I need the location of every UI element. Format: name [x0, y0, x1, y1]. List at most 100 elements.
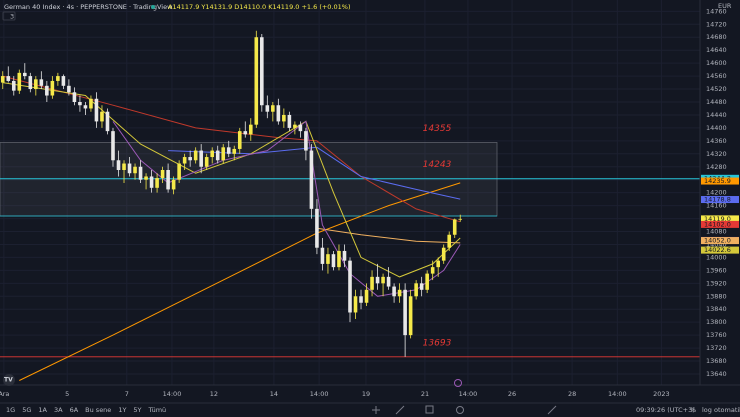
auto-toggle[interactable]: otomatik — [714, 406, 740, 414]
candle-body — [215, 150, 220, 161]
toolbar: 1G 5G 1A 3A 6A Bu sene 1Y 5Y Tümü 09:39:26 (UTC+3… — [6, 406, 740, 414]
candle-body — [144, 176, 148, 180]
log-toggle[interactable]: log — [702, 406, 712, 414]
candle-body — [89, 98, 93, 109]
ohlc: A14117.9 Y14131.9 D14110.0 K14119.0 +1.6… — [168, 3, 350, 11]
candle-body — [320, 247, 325, 264]
range-button[interactable]: 1Y — [118, 406, 126, 414]
candle-body — [193, 150, 198, 161]
candle-body — [237, 131, 242, 149]
price-badge — [701, 246, 739, 254]
tv-logo: TV — [3, 374, 15, 386]
candle-body — [392, 286, 396, 297]
x-tick-label: 14:00 — [310, 390, 329, 398]
candle-body — [138, 166, 143, 180]
y-tick-label: 14280 — [706, 163, 727, 171]
y-tick-label: 14640 — [706, 46, 727, 54]
indicator-toggle[interactable] — [2, 11, 16, 21]
candle-body — [45, 85, 49, 96]
percent-toggle[interactable]: % — [690, 406, 696, 414]
svg-text:TV: TV — [4, 377, 13, 384]
candle-body — [94, 98, 99, 122]
candle-body — [447, 234, 452, 248]
range-button[interactable]: 6A — [70, 406, 79, 414]
candle-body — [226, 147, 231, 154]
candle-body — [293, 124, 297, 128]
x-tick-label: 14 — [270, 390, 278, 398]
currency[interactable]: EUR — [718, 2, 732, 10]
x-tick-label: 12 — [210, 390, 218, 398]
range-button[interactable]: 1A — [38, 406, 47, 414]
x-tick-label: Ara — [0, 390, 9, 398]
x-tick-label: 7 — [125, 390, 129, 398]
status-dot — [151, 5, 155, 9]
candle-body — [61, 76, 66, 86]
level-label: 14355 — [423, 124, 452, 134]
candle-body — [403, 289, 407, 336]
price-badge — [701, 220, 739, 228]
event-marker[interactable] — [454, 379, 462, 387]
price-badge-label: 14178.8 — [704, 196, 731, 204]
candle-body — [210, 150, 215, 158]
y-tick-label: 14400 — [706, 124, 727, 132]
candle-body — [160, 169, 165, 179]
price-badge — [701, 196, 739, 204]
range-button[interactable]: 5G — [22, 406, 31, 414]
y-tick-label: 14160 — [706, 202, 727, 210]
range-button[interactable]: 5Y — [133, 406, 141, 414]
y-tick-label: 14600 — [706, 59, 727, 67]
price-badge-label: 14235.9 — [704, 177, 731, 185]
y-tick-label: 13800 — [706, 318, 727, 326]
candle-body — [271, 105, 275, 112]
candle-body — [337, 250, 341, 268]
y-tick-label: 13960 — [706, 266, 727, 274]
candle-body — [28, 76, 33, 90]
price-badge-label: 14022.6 — [704, 246, 731, 254]
candle-body — [282, 114, 286, 122]
candle-body — [419, 283, 424, 290]
y-tick-label: 14520 — [706, 85, 727, 93]
candle-body — [364, 289, 369, 303]
y-tick-label: 14000 — [706, 253, 727, 261]
x-tick-label: 14:00 — [608, 390, 627, 398]
x-tick-label: 21 — [421, 390, 429, 398]
candle-body — [127, 163, 132, 174]
candle-body — [381, 276, 385, 284]
price-badge — [701, 177, 739, 185]
candle-body — [204, 157, 209, 167]
price-badge-label: 14102.0 — [704, 220, 731, 228]
ma-line — [316, 227, 461, 244]
price-badge-label: 14119.0 — [704, 215, 731, 223]
candle-body — [265, 105, 270, 112]
symbol-title: German 40 Index · 4s · PEPPERSTONE · Tra… — [4, 3, 173, 11]
candle-body — [149, 176, 154, 188]
range-button[interactable]: 3A — [54, 406, 63, 414]
candle-body — [221, 147, 226, 161]
candle-body — [414, 283, 418, 297]
candle-body — [425, 273, 429, 290]
candle-body — [304, 131, 308, 151]
candle-body — [359, 296, 363, 303]
level-label: 13693 — [423, 338, 452, 348]
candle-body — [199, 150, 203, 167]
y-tick-label: 14560 — [706, 72, 727, 80]
candle-body — [287, 114, 292, 128]
candle-body — [458, 218, 463, 220]
indicator-count[interactable]: 3 — [10, 13, 14, 21]
y-tick-label: 14720 — [706, 20, 727, 28]
range-button[interactable]: 1G — [6, 406, 15, 414]
y-tick-label: 13640 — [706, 370, 727, 378]
range-button[interactable]: Bu sene — [85, 406, 111, 414]
candle-body — [182, 157, 187, 164]
range-button[interactable]: Tümü — [148, 406, 167, 414]
candle-body — [452, 219, 457, 235]
candle-body — [39, 79, 44, 86]
candle-body — [232, 148, 237, 154]
candle-body — [34, 79, 38, 90]
candle-body — [166, 169, 170, 190]
x-tick-label: 26 — [508, 390, 516, 398]
candle-body — [78, 101, 82, 106]
candle-body — [0, 76, 5, 83]
